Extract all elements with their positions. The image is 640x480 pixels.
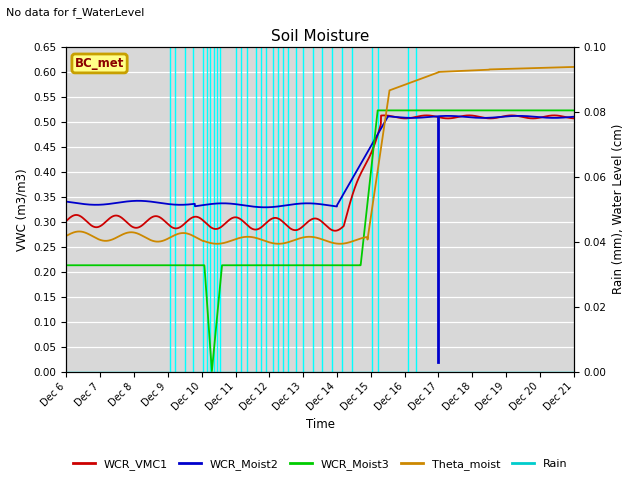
Text: No data for f_WaterLevel: No data for f_WaterLevel: [6, 7, 145, 18]
Y-axis label: Rain (mm), Water Level (cm): Rain (mm), Water Level (cm): [612, 124, 625, 295]
Legend: WCR_VMC1, WCR_Moist2, WCR_Moist3, Theta_moist, Rain: WCR_VMC1, WCR_Moist2, WCR_Moist3, Theta_…: [68, 455, 572, 474]
Title: Soil Moisture: Soil Moisture: [271, 29, 369, 44]
Y-axis label: VWC (m3/m3): VWC (m3/m3): [15, 168, 28, 251]
Text: BC_met: BC_met: [75, 57, 124, 70]
X-axis label: Time: Time: [305, 419, 335, 432]
